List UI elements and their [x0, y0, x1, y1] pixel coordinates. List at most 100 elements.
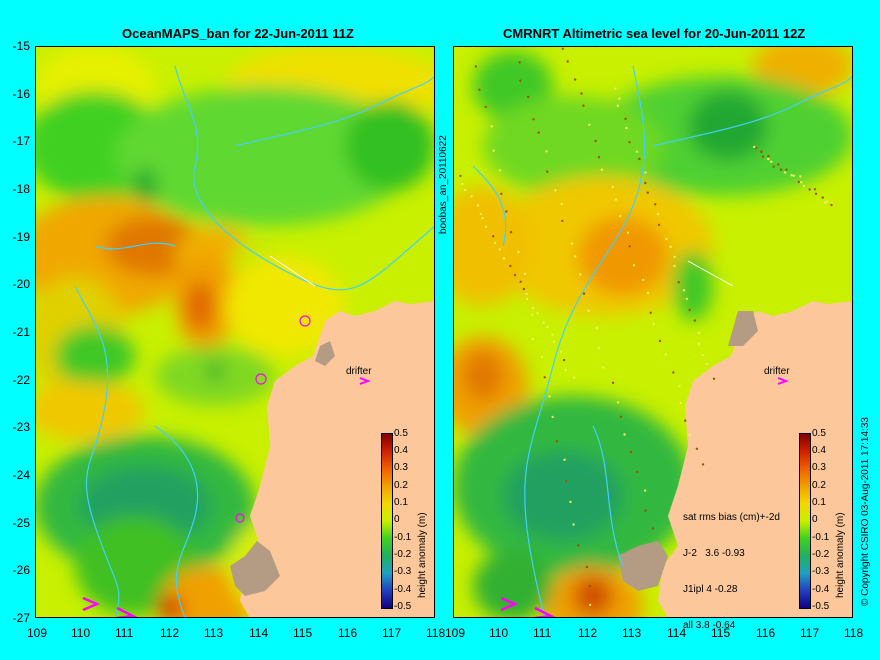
x-tick-label: 111	[533, 626, 552, 640]
track-dot	[760, 150, 763, 154]
track-dot	[561, 47, 564, 50]
track-dot	[561, 219, 564, 223]
drifter-label-right: drifter	[764, 366, 790, 377]
colorbar-tick: -0.3	[812, 566, 830, 577]
track-dot	[546, 170, 549, 173]
track-dot	[665, 237, 668, 241]
sat-stats: sat rms bias (cm)+-2d J-2 3.6 -0.93 J1ip…	[683, 488, 780, 644]
track-dot	[614, 87, 617, 90]
track-dot	[664, 353, 667, 356]
colorbar-tick: 0.2	[394, 480, 408, 491]
colorbar-tick: 0.4	[394, 445, 408, 456]
track-dot	[814, 192, 818, 195]
y-tick-label: -26	[12, 563, 30, 577]
colorbar-tick: 0.1	[812, 497, 826, 508]
y-tick-label: -15	[12, 39, 30, 53]
x-tick-label: 113	[204, 626, 224, 640]
track-dot	[629, 450, 633, 454]
track-dot	[490, 125, 493, 128]
track-dot	[673, 264, 676, 268]
track-dot	[688, 308, 691, 312]
y-tick-label: -19	[12, 230, 30, 244]
track-dot	[582, 292, 586, 295]
track-dot	[563, 458, 566, 461]
track-dot	[697, 342, 701, 345]
track-dot	[619, 415, 623, 418]
track-dot	[673, 255, 676, 259]
track-dot	[600, 168, 603, 171]
track-dot	[614, 198, 618, 201]
x-tick-label: 110	[489, 626, 509, 640]
track-dot	[474, 65, 478, 68]
track-dot	[518, 61, 521, 64]
copyright-label: © Copyright CSIRO 03-Aug-2011 17:14:33	[860, 417, 871, 606]
track-dot	[536, 312, 539, 315]
track-dot	[626, 231, 630, 234]
sat-stats-row: all 3.8 -0.64	[683, 620, 736, 631]
track-dot	[551, 333, 554, 336]
track-dot	[783, 171, 787, 174]
track-dot	[476, 204, 480, 207]
track-dot	[531, 313, 534, 316]
track-dot	[767, 157, 770, 161]
track-dot	[493, 241, 497, 245]
x-tick-label: 118	[844, 626, 864, 640]
colorbar-tick: 0.5	[394, 428, 408, 439]
track-dot	[565, 480, 568, 483]
track-dot	[560, 202, 563, 206]
track-dot	[785, 168, 788, 171]
track-dot	[513, 273, 517, 277]
track-dot	[777, 163, 780, 166]
track-dot	[628, 141, 631, 144]
track-dot	[611, 185, 614, 189]
track-dot	[772, 165, 775, 168]
track-dot	[611, 381, 615, 384]
x-tick-label: 111	[115, 626, 134, 640]
track-dot	[527, 95, 530, 99]
colorbar-tick: -0.1	[394, 532, 412, 543]
track-dot	[554, 189, 557, 192]
track-dot	[792, 174, 795, 177]
track-dot	[649, 311, 652, 314]
sat-stats-row: J1ipl 4 -0.28	[683, 584, 738, 595]
track-dot	[545, 150, 548, 153]
track-dot	[643, 489, 647, 492]
track-dot	[522, 287, 526, 291]
track-dot	[797, 180, 800, 184]
track-dot	[638, 157, 641, 161]
track-dot	[587, 309, 590, 312]
track-dot	[619, 214, 622, 218]
track-dot	[461, 182, 464, 186]
track-dot	[830, 201, 833, 204]
track-dot	[519, 280, 522, 283]
track-dot	[618, 97, 621, 100]
track-dot	[569, 500, 572, 504]
track-dot	[573, 78, 577, 81]
colorbar-tick: 0.1	[394, 497, 408, 508]
track-dot	[492, 235, 495, 238]
track-dot	[688, 433, 691, 437]
track-dot	[682, 289, 686, 292]
track-dot	[481, 217, 484, 220]
colorbar-label-left: height anomaly (m)	[417, 512, 428, 598]
colorbar-tick: 0.4	[812, 445, 826, 456]
track-dot	[566, 60, 569, 63]
track-dot	[588, 123, 591, 126]
track-dot	[573, 376, 576, 379]
y-tick-label: -27	[12, 611, 30, 625]
track-dot	[478, 88, 481, 91]
track-dot	[509, 231, 513, 234]
track-dot	[644, 509, 647, 512]
x-tick-label: 117	[800, 626, 820, 640]
y-tick-label: -25	[12, 516, 30, 530]
track-dot	[546, 325, 549, 329]
track-dot	[588, 603, 592, 607]
track-dot	[602, 366, 605, 369]
colorbar-right	[799, 433, 811, 609]
track-dot	[470, 195, 473, 198]
track-dot	[519, 79, 522, 82]
x-tick-label: 116	[756, 626, 776, 640]
track-dot	[540, 355, 544, 359]
track-dot	[623, 433, 626, 436]
track-dot	[597, 156, 601, 159]
